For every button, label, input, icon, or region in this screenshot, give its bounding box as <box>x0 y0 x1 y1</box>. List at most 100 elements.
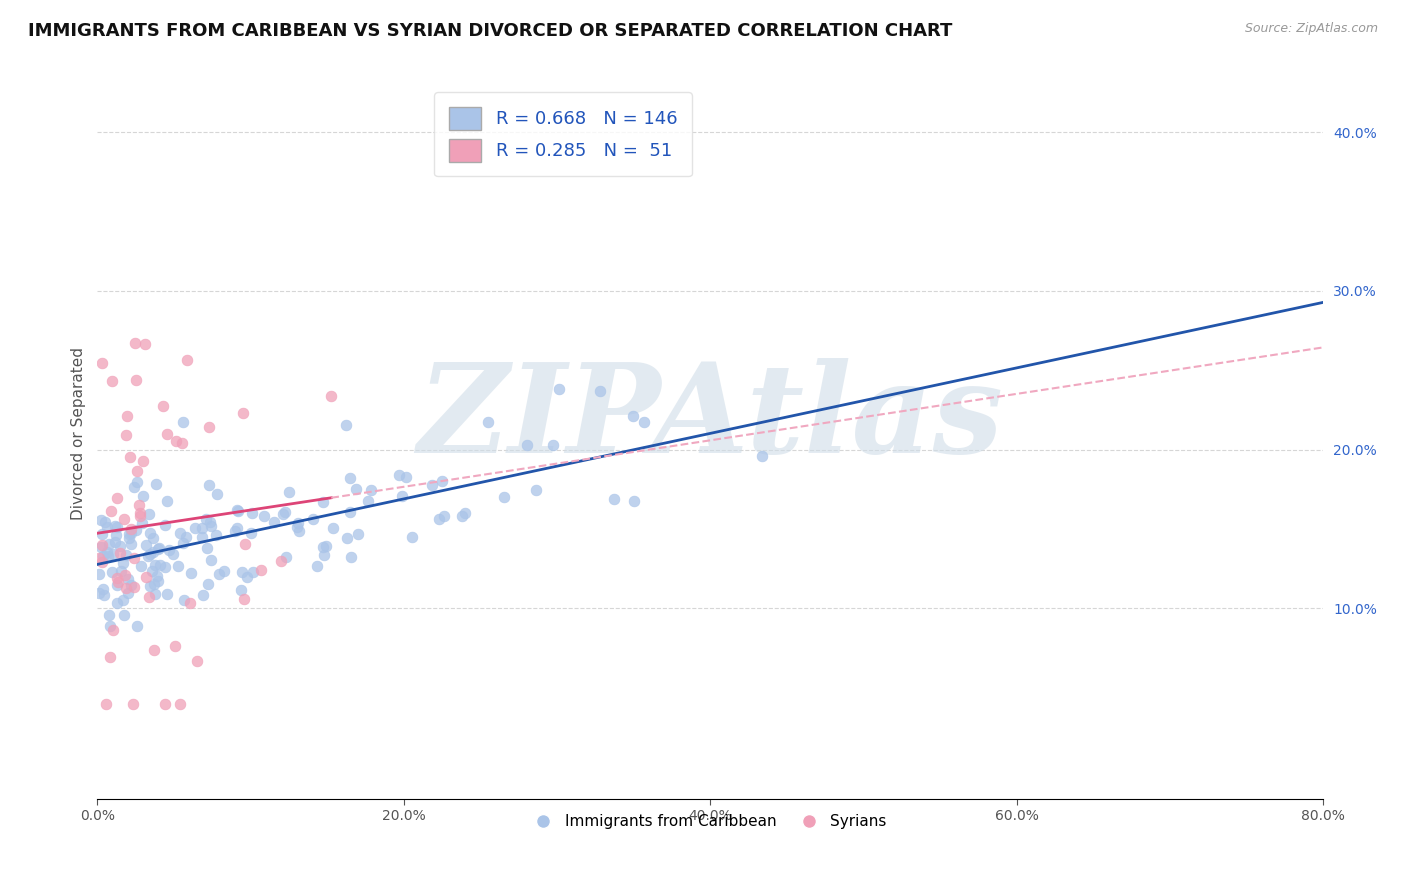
Point <box>197 577 219 591</box>
Point <box>98 607 121 622</box>
Point <box>87 567 110 582</box>
Point <box>224 524 246 538</box>
Point <box>120 537 142 551</box>
Point <box>156 587 179 601</box>
Point <box>277 484 299 499</box>
Point <box>191 588 214 602</box>
Point <box>200 552 222 566</box>
Point <box>101 547 124 561</box>
Point <box>477 415 499 429</box>
Point <box>420 478 443 492</box>
Point <box>96 520 118 534</box>
Point <box>115 427 138 442</box>
Point <box>101 374 124 388</box>
Point <box>547 382 569 396</box>
Point <box>322 521 344 535</box>
Point <box>198 478 221 492</box>
Point <box>104 535 127 549</box>
Point <box>136 549 159 563</box>
Point <box>103 623 125 637</box>
Point <box>114 568 136 582</box>
Point <box>516 438 538 452</box>
Point <box>118 527 141 541</box>
Point <box>105 520 128 534</box>
Point <box>169 525 191 540</box>
Point <box>117 586 139 600</box>
Point <box>541 438 564 452</box>
Point <box>186 654 208 668</box>
Point <box>110 546 132 560</box>
Point <box>242 506 264 520</box>
Point <box>100 504 122 518</box>
Point <box>94 697 117 711</box>
Point <box>603 492 626 507</box>
Point <box>433 508 456 523</box>
Point <box>96 545 118 559</box>
Point <box>205 528 228 542</box>
Point <box>145 476 167 491</box>
Point <box>97 549 120 564</box>
Point <box>122 551 145 566</box>
Point <box>127 464 149 478</box>
Point <box>149 558 172 572</box>
Point <box>233 591 256 606</box>
Point <box>212 565 235 579</box>
Point <box>142 531 165 545</box>
Point <box>128 508 150 523</box>
Point <box>305 559 328 574</box>
Point <box>391 489 413 503</box>
Point <box>191 530 214 544</box>
Point <box>195 512 218 526</box>
Point <box>207 486 229 500</box>
Point <box>132 489 155 503</box>
Point <box>152 399 174 413</box>
Point <box>142 545 165 559</box>
Point <box>120 578 142 592</box>
Point <box>184 521 207 535</box>
Point <box>104 518 127 533</box>
Point <box>139 579 162 593</box>
Point <box>589 384 612 398</box>
Point <box>112 556 135 570</box>
Point <box>91 549 114 563</box>
Point <box>339 550 361 565</box>
Point <box>143 587 166 601</box>
Point <box>105 527 128 541</box>
Point <box>142 642 165 657</box>
Point <box>121 525 143 540</box>
Point <box>135 539 157 553</box>
Point <box>146 542 169 557</box>
Point <box>195 541 218 555</box>
Point <box>91 356 114 370</box>
Point <box>198 419 221 434</box>
Point <box>207 566 229 581</box>
Point <box>273 508 295 522</box>
Point <box>451 508 474 523</box>
Point <box>198 515 221 529</box>
Point <box>125 618 148 632</box>
Point <box>360 483 382 497</box>
Point <box>233 536 256 550</box>
Point <box>339 505 361 519</box>
Point <box>138 590 160 604</box>
Point <box>118 450 141 464</box>
Point <box>105 570 128 584</box>
Point <box>87 551 110 566</box>
Point <box>118 531 141 545</box>
Point <box>112 512 135 526</box>
Point <box>287 516 309 530</box>
Text: Source: ZipAtlas.com: Source: ZipAtlas.com <box>1244 22 1378 36</box>
Point <box>236 570 259 584</box>
Point <box>388 468 411 483</box>
Point <box>91 538 114 552</box>
Point <box>122 480 145 494</box>
Point <box>335 417 357 432</box>
Point <box>134 337 156 351</box>
Point <box>148 541 170 556</box>
Point <box>751 449 773 463</box>
Point <box>347 527 370 541</box>
Point <box>129 506 152 520</box>
Point <box>172 536 194 550</box>
Point <box>124 335 146 350</box>
Point <box>240 525 263 540</box>
